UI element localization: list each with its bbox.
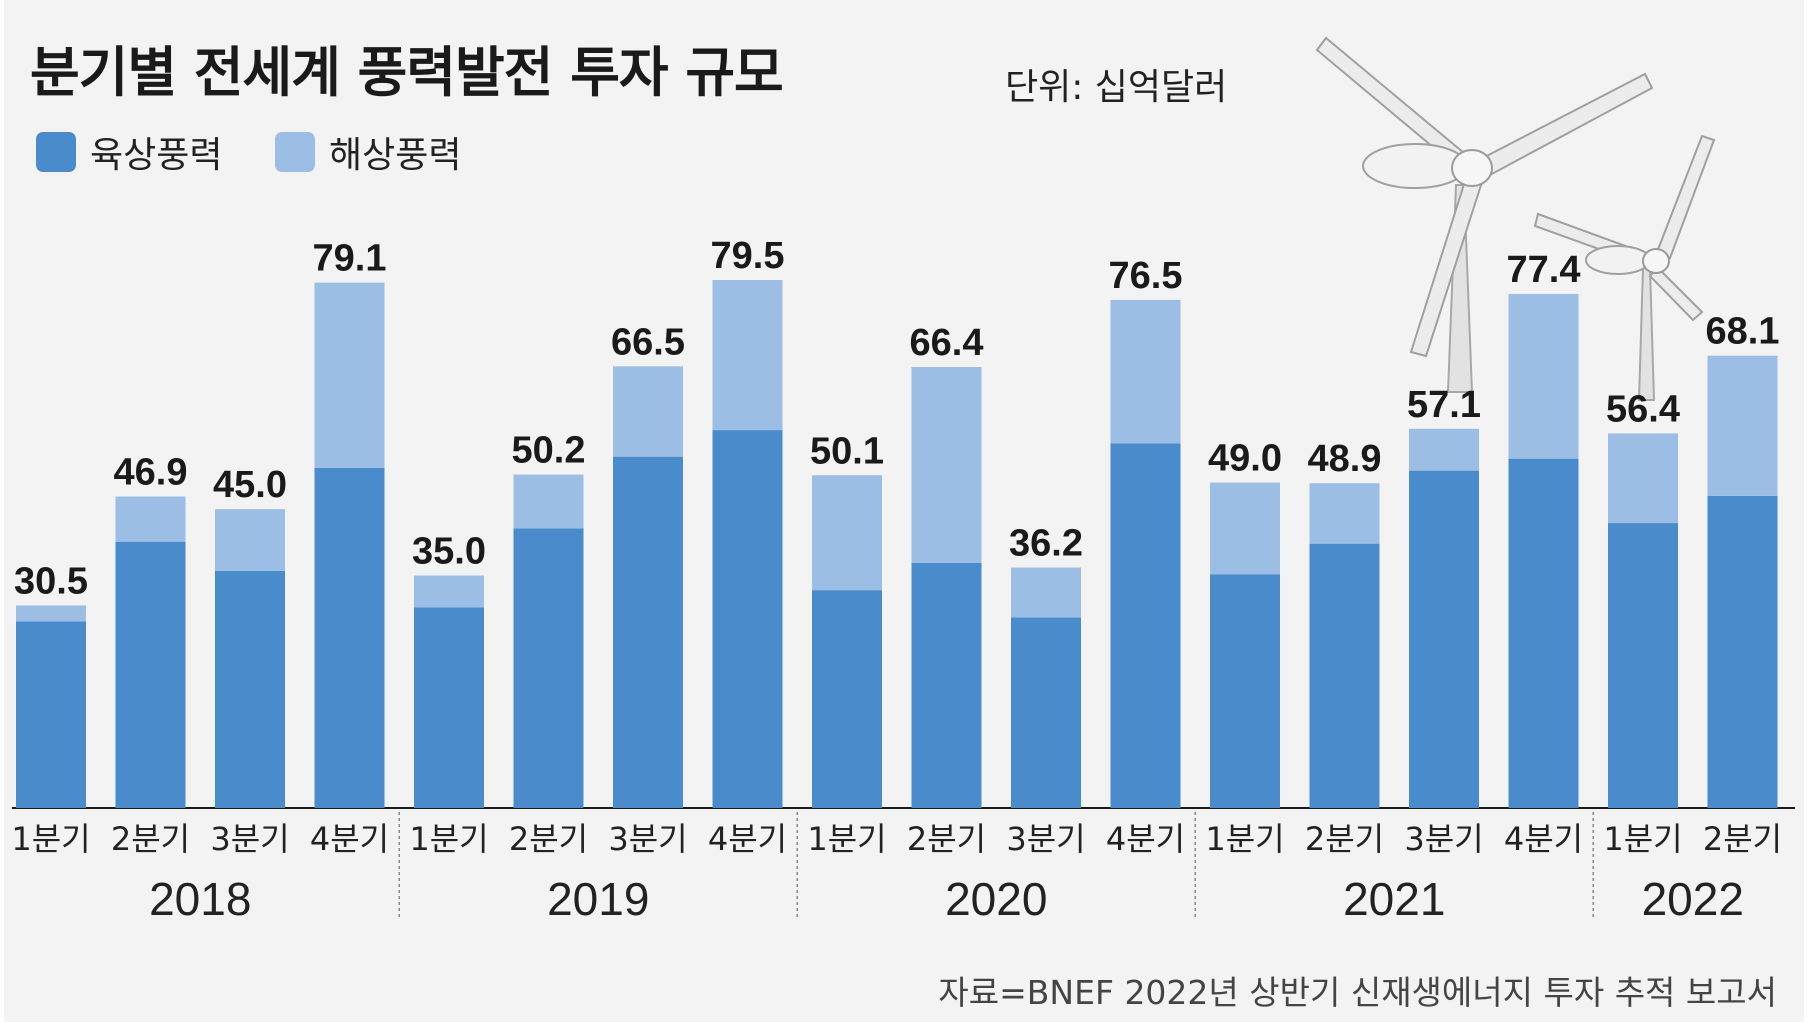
bar-offshore-2018-q4 <box>314 282 385 468</box>
bar-onshore-2020-q2 <box>911 562 982 808</box>
bar-onshore-2018-q1 <box>16 621 86 808</box>
quarter-label-2021-q4: 4분기 <box>1504 820 1583 858</box>
bar-offshore-2019-q3 <box>613 366 683 457</box>
quarter-label-2018-q4: 4분기 <box>310 820 389 858</box>
quarter-label-2019-q1: 1분기 <box>409 820 488 858</box>
year-label-2022: 2022 <box>1642 873 1744 925</box>
bar-onshore-2021-q3 <box>1409 470 1479 808</box>
value-label-2020-q3: 36.2 <box>1009 523 1083 565</box>
value-label-2018-q1: 30.5 <box>14 560 88 602</box>
quarter-label-2021-q3: 3분기 <box>1404 820 1483 858</box>
value-label-2019-q3: 66.5 <box>611 321 685 363</box>
bar-offshore-2020-q2 <box>911 367 982 563</box>
value-label-2019-q2: 50.2 <box>512 430 586 472</box>
bar-onshore-2019-q2 <box>513 528 584 808</box>
legend-offshore-swatch <box>275 132 315 172</box>
bar-offshore-2022-q1 <box>1608 433 1678 524</box>
bar-offshore-2018-q3 <box>215 509 285 571</box>
bar-onshore-2018-q4 <box>314 467 385 808</box>
quarter-label-2019-q2: 2분기 <box>509 820 588 858</box>
wind-turbine-large-icon <box>1315 36 1654 393</box>
value-label-2022-q1: 56.4 <box>1606 388 1680 430</box>
year-label-2018: 2018 <box>149 873 251 925</box>
quarter-label-2020-q3: 3분기 <box>1006 820 1085 858</box>
bar-onshore-2022-q2 <box>1707 495 1778 808</box>
bar-offshore-2020-q4 <box>1110 299 1181 444</box>
quarter-label-2022-q2: 2분기 <box>1703 820 1782 858</box>
value-label-2019-q4: 79.5 <box>711 235 785 277</box>
bar-offshore-2018-q1 <box>16 605 86 622</box>
bar-onshore-2019-q1 <box>414 607 484 808</box>
value-label-2018-q4: 79.1 <box>313 238 387 280</box>
unit-label: 단위: 십억달러 <box>1005 67 1228 108</box>
quarter-label-2022-q1: 1분기 <box>1603 820 1682 858</box>
bar-offshore-2020-q3 <box>1011 567 1081 618</box>
quarter-label-2020-q1: 1분기 <box>807 820 886 858</box>
legend-offshore-label: 해상풍력 <box>329 135 462 176</box>
bar-offshore-2020-q1 <box>812 475 882 591</box>
wind-turbine-small-icon <box>1533 134 1716 401</box>
bar-onshore-2018-q3 <box>215 570 285 808</box>
value-label-2021-q4: 77.4 <box>1507 249 1581 291</box>
year-label-2021: 2021 <box>1343 873 1445 925</box>
bar-offshore-2018-q2 <box>115 496 186 542</box>
bar-offshore-2019-q4 <box>712 280 783 431</box>
value-label-2018-q3: 45.0 <box>213 464 287 506</box>
bar-onshore-2020-q1 <box>812 590 882 808</box>
bar-onshore-2021-q1 <box>1210 574 1280 808</box>
bar-onshore-2021-q4 <box>1508 458 1579 808</box>
value-label-2019-q1: 35.0 <box>412 531 486 573</box>
quarter-label-2018-q3: 3분기 <box>210 820 289 858</box>
quarter-label-2019-q4: 4분기 <box>708 820 787 858</box>
bar-onshore-2019-q3 <box>613 456 683 808</box>
bar-offshore-2021-q2 <box>1309 483 1380 544</box>
quarter-label-2021-q1: 1분기 <box>1205 820 1284 858</box>
year-label-2020: 2020 <box>945 873 1047 925</box>
legend-onshore-swatch <box>36 132 76 172</box>
value-label-2020-q1: 50.1 <box>810 430 884 472</box>
bar-offshore-2019-q1 <box>414 575 484 608</box>
value-label-2021-q2: 48.9 <box>1308 438 1382 480</box>
quarter-label-2019-q3: 3분기 <box>608 820 687 858</box>
bar-onshore-2020-q3 <box>1011 617 1081 808</box>
bar-offshore-2022-q2 <box>1707 355 1778 496</box>
value-label-2021-q3: 57.1 <box>1407 384 1481 426</box>
quarter-label-2020-q2: 2분기 <box>907 820 986 858</box>
legend-offshore: 해상풍력 <box>275 130 461 176</box>
bar-onshore-2018-q2 <box>115 541 186 808</box>
source-note: 자료=BNEF 2022년 상반기 신재생에너지 투자 추적 보고서 <box>938 973 1777 1012</box>
quarter-label-2018-q2: 2분기 <box>111 820 190 858</box>
bar-onshore-2020-q4 <box>1110 443 1181 808</box>
labels-layer: 30.5 1분기 46.9 2분기 45.0 3분기 79.1 4분기 2018 35.0 1분기 5… <box>11 235 1782 925</box>
bar-onshore-2019-q4 <box>712 430 783 808</box>
value-label-2020-q2: 66.4 <box>910 322 984 364</box>
quarter-label-2020-q4: 4분기 <box>1106 820 1185 858</box>
quarter-label-2018-q1: 1분기 <box>11 820 90 858</box>
bar-offshore-2021-q1 <box>1210 482 1280 575</box>
bar-onshore-2022-q1 <box>1608 523 1678 808</box>
bar-onshore-2021-q2 <box>1309 543 1380 808</box>
value-label-2021-q1: 49.0 <box>1208 438 1282 480</box>
bar-offshore-2019-q2 <box>513 474 584 529</box>
value-label-2022-q2: 68.1 <box>1706 311 1780 353</box>
bar-offshore-2021-q3 <box>1409 428 1479 471</box>
value-label-2020-q4: 76.5 <box>1109 255 1183 297</box>
legend-onshore: 육상풍력 <box>36 130 222 176</box>
legend-onshore-label: 육상풍력 <box>90 135 223 176</box>
bar-offshore-2021-q4 <box>1508 293 1579 459</box>
quarter-label-2021-q2: 2분기 <box>1305 820 1384 858</box>
year-label-2019: 2019 <box>547 873 649 925</box>
bars-layer <box>12 280 1795 809</box>
value-label-2018-q2: 46.9 <box>114 452 188 494</box>
page-title: 분기별 전세계 풍력발전 투자 규모 <box>30 41 784 104</box>
